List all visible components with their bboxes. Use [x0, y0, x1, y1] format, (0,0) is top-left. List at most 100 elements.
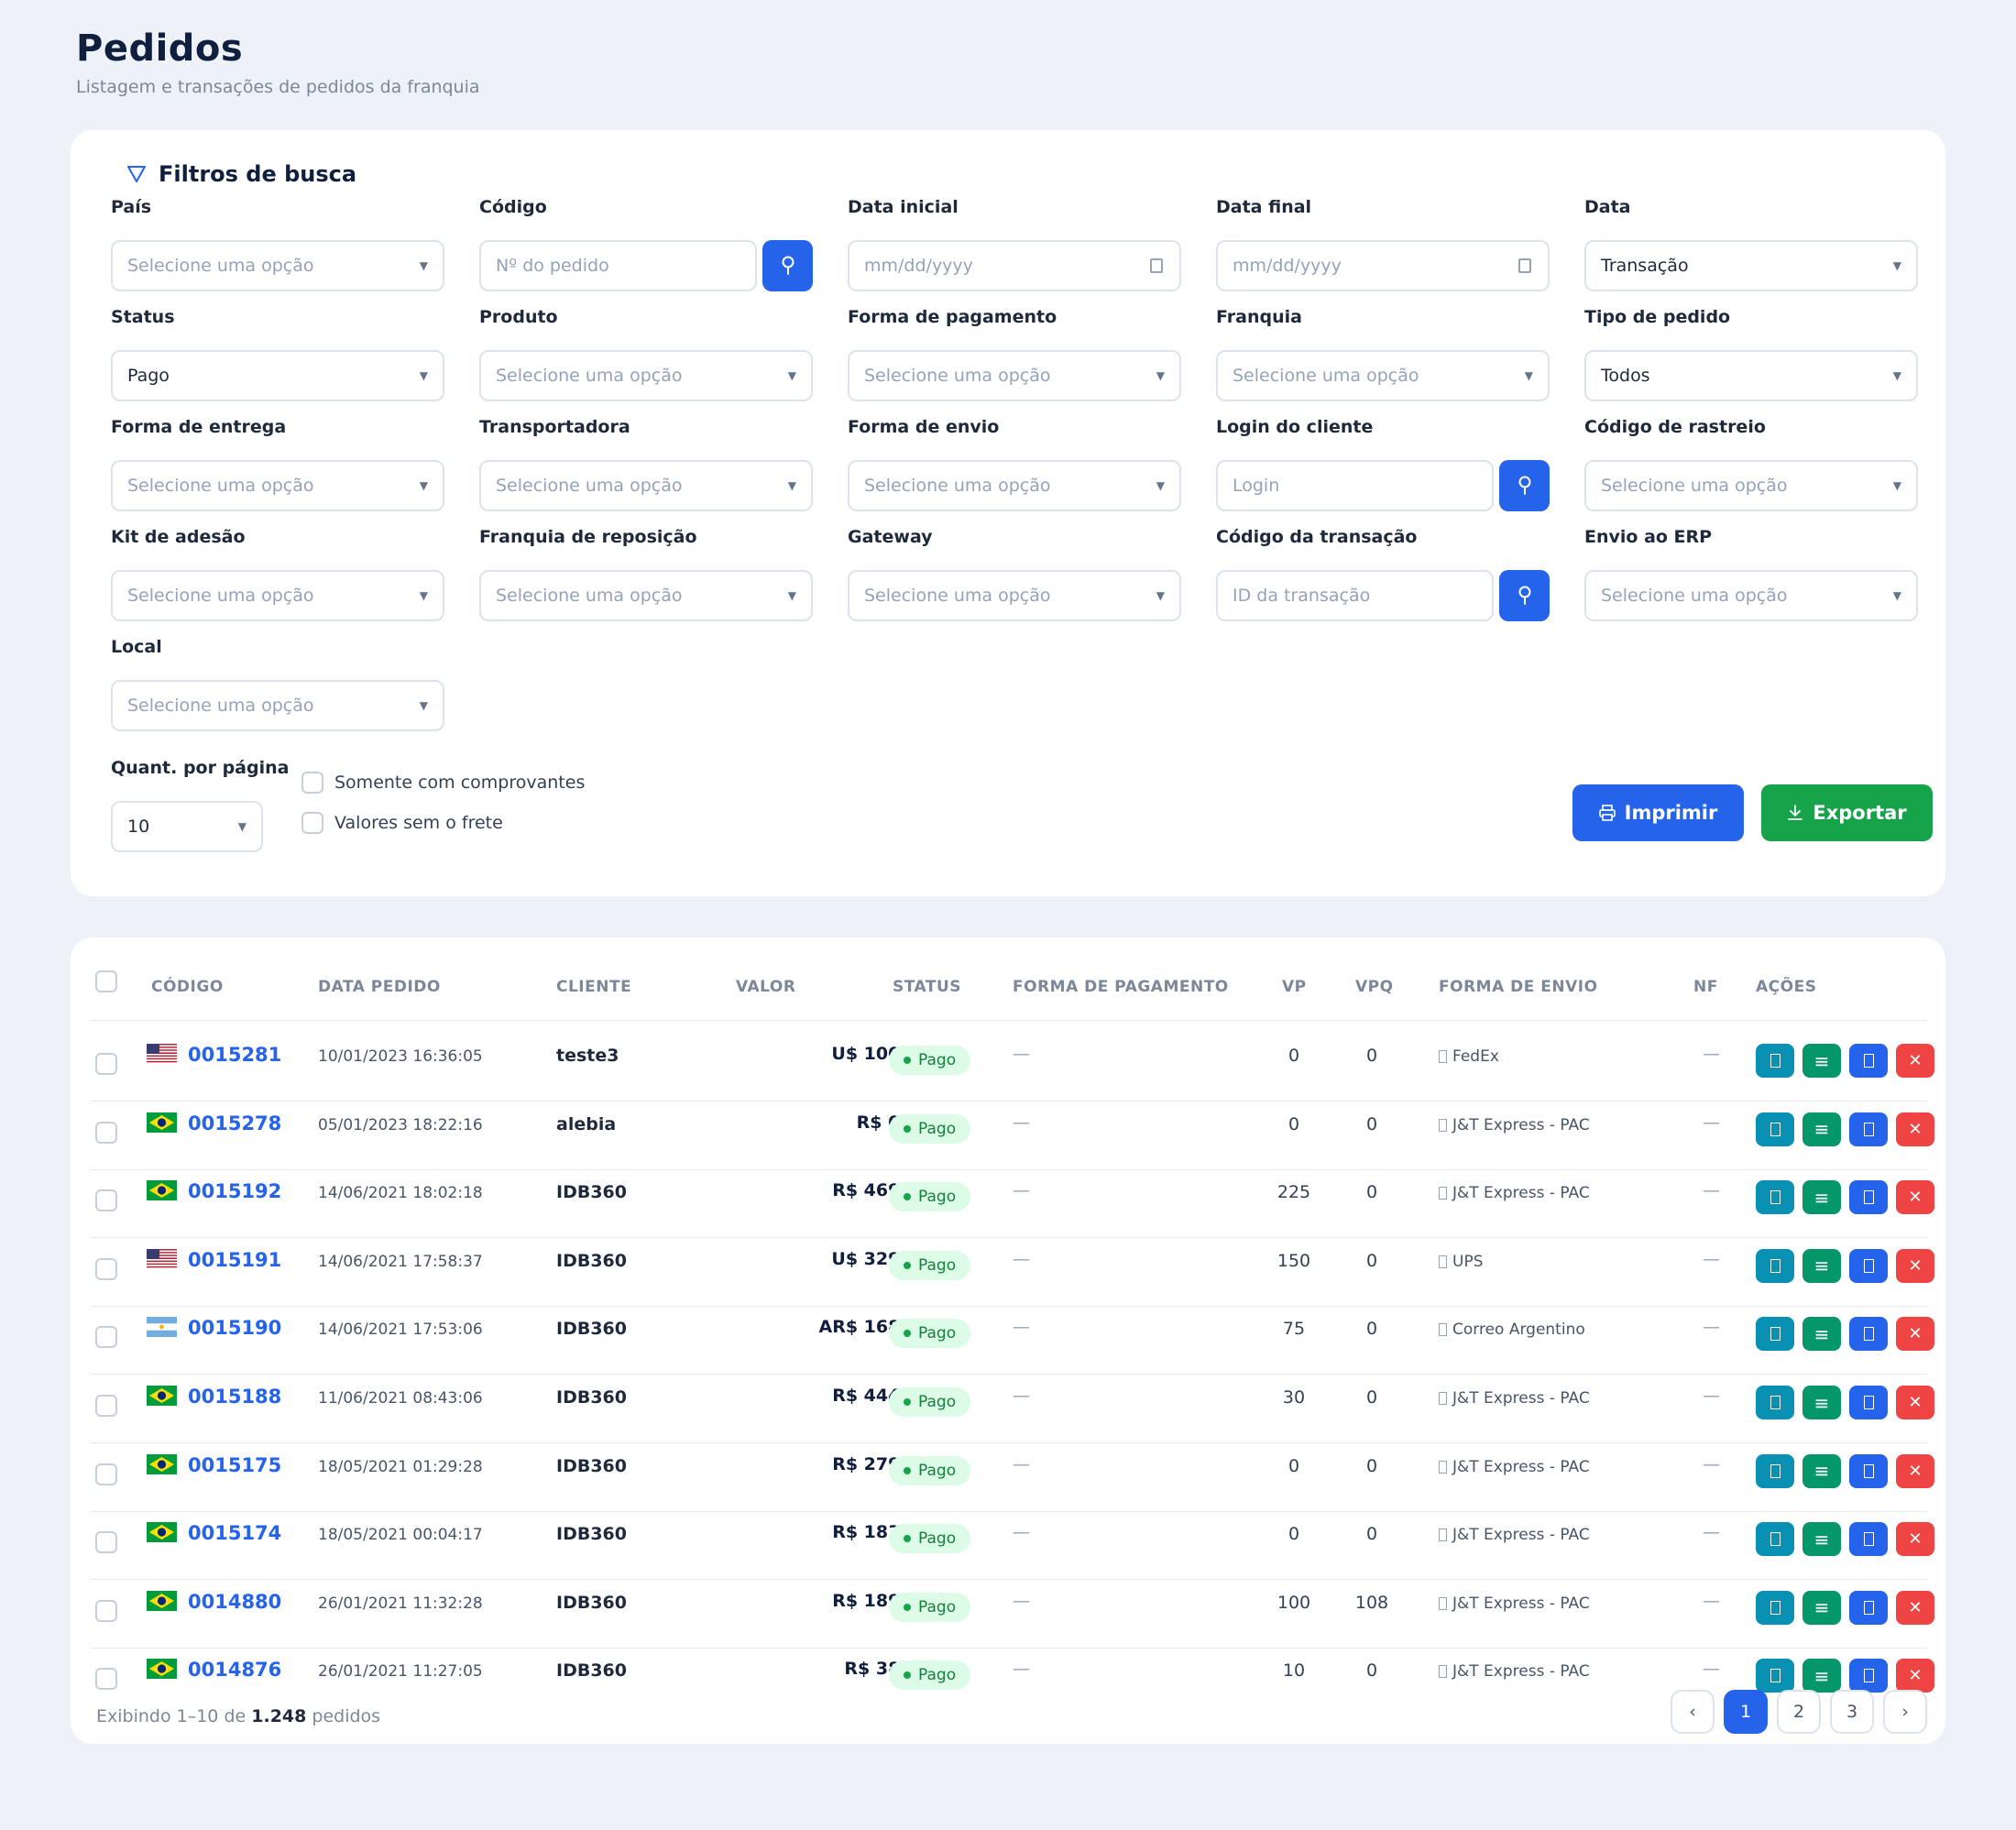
search-button[interactable] — [1499, 460, 1550, 511]
login-do-cliente-input[interactable]: Login — [1216, 460, 1494, 511]
column-header-vpq[interactable]: VPQ — [1355, 978, 1394, 996]
local-select[interactable]: Selecione uma opção ▼ — [111, 680, 444, 731]
prev-page-button[interactable]: ‹ — [1671, 1690, 1715, 1734]
view-button[interactable] — [1756, 1659, 1794, 1693]
gateway-select[interactable]: Selecione uma opção ▼ — [848, 570, 1181, 621]
details-button[interactable]: ≡ — [1802, 1590, 1841, 1625]
column-header-forma-de-envio[interactable]: FORMA DE ENVIO — [1439, 978, 1598, 996]
per-page-select[interactable]: 10 ▼ — [111, 801, 263, 852]
view-button[interactable] — [1756, 1248, 1794, 1283]
order-code-link[interactable]: 0015191 — [188, 1248, 282, 1271]
edit-button[interactable] — [1849, 1248, 1888, 1283]
franquia-de-reposicao-select[interactable]: Selecione uma opção ▼ — [479, 570, 813, 621]
column-header-acoes[interactable]: AÇÕES — [1756, 978, 1817, 996]
delete-button[interactable]: ✕ — [1896, 1180, 1934, 1215]
column-header-valor[interactable]: VALOR — [736, 978, 796, 996]
data-final-date-input[interactable]: mm/dd/yyyy — [1216, 240, 1550, 291]
order-code-link[interactable]: 0015175 — [188, 1453, 282, 1476]
details-button[interactable]: ≡ — [1802, 1522, 1841, 1557]
search-button[interactable] — [1499, 570, 1550, 621]
details-button[interactable]: ≡ — [1802, 1112, 1841, 1146]
calendar-icon[interactable] — [1518, 258, 1531, 273]
order-code-link[interactable]: 0015278 — [188, 1112, 282, 1134]
checkbox-only-receipts[interactable]: Somente com comprovantes — [301, 762, 585, 803]
edit-button[interactable] — [1849, 1590, 1888, 1625]
order-code-link[interactable]: 0014880 — [188, 1590, 282, 1613]
next-page-button[interactable]: › — [1883, 1690, 1927, 1734]
view-button[interactable] — [1756, 1386, 1794, 1419]
status-select[interactable]: Pago ▼ — [111, 350, 444, 401]
row-checkbox[interactable] — [95, 1463, 117, 1485]
kit-de-adesao-select[interactable]: Selecione uma opção ▼ — [111, 570, 444, 621]
search-button[interactable] — [762, 240, 813, 291]
row-checkbox[interactable] — [95, 1326, 117, 1349]
edit-button[interactable] — [1849, 1453, 1888, 1488]
details-button[interactable]: ≡ — [1802, 1044, 1841, 1078]
view-button[interactable] — [1756, 1180, 1794, 1215]
order-code-link[interactable]: 0015281 — [188, 1044, 282, 1066]
details-button[interactable]: ≡ — [1802, 1386, 1841, 1419]
view-button[interactable] — [1756, 1112, 1794, 1146]
edit-button[interactable] — [1849, 1112, 1888, 1146]
details-button[interactable]: ≡ — [1802, 1659, 1841, 1693]
row-checkbox[interactable] — [95, 1053, 117, 1075]
column-header-forma-de-pagamento[interactable]: FORMA DE PAGAMENTO — [1013, 978, 1229, 996]
select-all-checkbox[interactable] — [95, 970, 117, 992]
row-checkbox[interactable] — [95, 1395, 117, 1417]
delete-button[interactable]: ✕ — [1896, 1248, 1934, 1283]
details-button[interactable]: ≡ — [1802, 1317, 1841, 1352]
details-button[interactable]: ≡ — [1802, 1180, 1841, 1215]
checkbox-box[interactable] — [301, 772, 323, 794]
column-header-data-pedido[interactable]: DATA PEDIDO — [318, 978, 441, 996]
order-code-link[interactable]: 0015174 — [188, 1522, 282, 1545]
page-button-1[interactable]: 1 — [1724, 1690, 1768, 1734]
details-button[interactable]: ≡ — [1802, 1453, 1841, 1488]
codigo-de-rastreio-select[interactable]: Selecione uma opção ▼ — [1584, 460, 1918, 511]
row-checkbox[interactable] — [95, 1531, 117, 1554]
forma-de-envio-select[interactable]: Selecione uma opção ▼ — [848, 460, 1181, 511]
forma-de-entrega-select[interactable]: Selecione uma opção ▼ — [111, 460, 444, 511]
export-button[interactable]: Exportar — [1761, 784, 1933, 841]
details-button[interactable]: ≡ — [1802, 1248, 1841, 1283]
edit-button[interactable] — [1849, 1522, 1888, 1557]
delete-button[interactable]: ✕ — [1896, 1453, 1934, 1488]
delete-button[interactable]: ✕ — [1896, 1386, 1934, 1419]
delete-button[interactable]: ✕ — [1896, 1590, 1934, 1625]
row-checkbox[interactable] — [95, 1599, 117, 1622]
view-button[interactable] — [1756, 1317, 1794, 1352]
edit-button[interactable] — [1849, 1044, 1888, 1078]
page-button-2[interactable]: 2 — [1777, 1690, 1821, 1734]
print-button[interactable]: Imprimir — [1572, 784, 1744, 841]
column-header-nf[interactable]: NF — [1693, 978, 1718, 996]
delete-button[interactable]: ✕ — [1896, 1317, 1934, 1352]
order-code-link[interactable]: 0015190 — [188, 1317, 282, 1340]
view-button[interactable] — [1756, 1522, 1794, 1557]
calendar-icon[interactable] — [1150, 258, 1163, 273]
row-checkbox[interactable] — [95, 1121, 117, 1144]
row-checkbox[interactable] — [95, 1189, 117, 1212]
view-button[interactable] — [1756, 1044, 1794, 1078]
column-header-status[interactable]: STATUS — [893, 978, 962, 996]
delete-button[interactable]: ✕ — [1896, 1044, 1934, 1078]
codigo-da-transacao-input[interactable]: ID da transação — [1216, 570, 1494, 621]
page-button-3[interactable]: 3 — [1830, 1690, 1874, 1734]
order-code-link[interactable]: 0014876 — [188, 1659, 282, 1682]
envio-ao-erp-select[interactable]: Selecione uma opção ▼ — [1584, 570, 1918, 621]
column-header-cliente[interactable]: CLIENTE — [556, 978, 632, 996]
delete-button[interactable]: ✕ — [1896, 1522, 1934, 1557]
checkbox-box[interactable] — [301, 812, 323, 834]
produto-select[interactable]: Selecione uma opção ▼ — [479, 350, 813, 401]
view-button[interactable] — [1756, 1590, 1794, 1625]
transportadora-select[interactable]: Selecione uma opção ▼ — [479, 460, 813, 511]
forma-de-pagamento-select[interactable]: Selecione uma opção ▼ — [848, 350, 1181, 401]
delete-button[interactable]: ✕ — [1896, 1659, 1934, 1693]
edit-button[interactable] — [1849, 1386, 1888, 1419]
view-button[interactable] — [1756, 1453, 1794, 1488]
codigo-input[interactable]: Nº do pedido — [479, 240, 757, 291]
row-checkbox[interactable] — [95, 1668, 117, 1691]
edit-button[interactable] — [1849, 1317, 1888, 1352]
order-code-link[interactable]: 0015192 — [188, 1180, 282, 1203]
order-code-link[interactable]: 0015188 — [188, 1386, 282, 1408]
edit-button[interactable] — [1849, 1180, 1888, 1215]
edit-button[interactable] — [1849, 1659, 1888, 1693]
